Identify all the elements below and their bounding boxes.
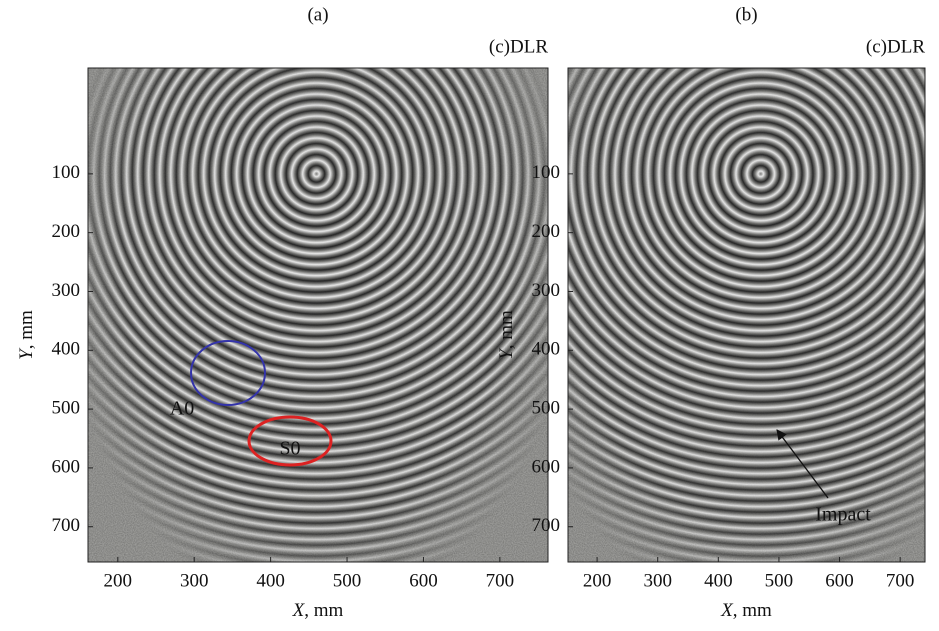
credit: (c)DLR xyxy=(866,36,925,57)
y-tick-label: 700 xyxy=(532,515,561,536)
x-tick-label: 700 xyxy=(886,570,915,591)
y-tick-label: 100 xyxy=(532,162,561,183)
y-tick-label: 200 xyxy=(52,221,81,242)
x-tick-label: 300 xyxy=(643,570,672,591)
x-tick-label: 700 xyxy=(486,570,515,591)
y-tick-label: 600 xyxy=(52,456,81,477)
impact-arrow xyxy=(776,429,829,499)
panel-title: (b) xyxy=(735,4,757,25)
wave-rings xyxy=(568,68,925,562)
x-axis-label: X, mm xyxy=(720,600,772,621)
frame xyxy=(87,67,549,563)
y-tick-label: 300 xyxy=(532,280,561,301)
x-tick-label: 600 xyxy=(825,570,854,591)
y-tick-label: 700 xyxy=(52,515,81,536)
x-tick-label: 600 xyxy=(409,570,438,591)
x-tick-label: 400 xyxy=(256,570,285,591)
annotation: Impact xyxy=(815,504,871,526)
y-tick-label: 300 xyxy=(52,280,81,301)
y-axis-label: Y, mm xyxy=(16,310,37,360)
y-tick-label: 100 xyxy=(52,162,81,183)
annotation: S0 xyxy=(279,438,300,460)
x-tick-label: 300 xyxy=(180,570,209,591)
annotation: A0 xyxy=(170,398,194,420)
y-tick-label: 200 xyxy=(532,221,561,242)
x-axis-label: X, mm xyxy=(292,600,344,621)
wavefield-image xyxy=(88,68,548,562)
x-tick-label: 500 xyxy=(333,570,362,591)
y-tick-label: 500 xyxy=(532,397,561,418)
x-tick-label: 200 xyxy=(583,570,612,591)
frame xyxy=(567,67,926,563)
y-tick-label: 400 xyxy=(532,339,561,360)
a0-marker xyxy=(190,340,266,406)
x-tick-label: 500 xyxy=(765,570,794,591)
wavefield-image xyxy=(568,68,925,562)
y-tick-label: 400 xyxy=(52,339,81,360)
y-tick-label: 600 xyxy=(532,456,561,477)
x-tick-label: 400 xyxy=(704,570,733,591)
credit: (c)DLR xyxy=(489,36,548,57)
wave-rings xyxy=(88,68,548,562)
y-axis-label: Y, mm xyxy=(496,310,517,360)
y-tick-label: 500 xyxy=(52,397,81,418)
x-tick-label: 200 xyxy=(104,570,133,591)
panel-title: (a) xyxy=(307,4,328,25)
s0-marker xyxy=(247,415,333,467)
